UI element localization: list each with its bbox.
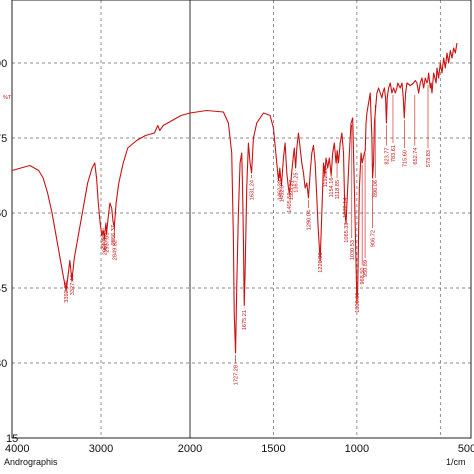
y-tick-label: 15 [6, 433, 18, 445]
x-tick-labels: 4000 3000 2000 1500 1000 500 [5, 443, 474, 455]
peak-label: 823.77 [384, 148, 390, 165]
peak-label: 1072.14 [343, 198, 349, 218]
x-tick-label: 500 [458, 443, 474, 455]
y-tick-label: 45 [0, 283, 7, 295]
peak-label: 3392.67 [64, 283, 70, 303]
grid-lines [12, 0, 471, 438]
x-tick-label: 1000 [345, 443, 369, 455]
peak-label: 906.72 [370, 230, 376, 247]
peak-label: 1675.21 [242, 310, 248, 330]
y-axis-label: %T [3, 95, 12, 101]
plot-frame [11, 0, 472, 439]
peak-label: 1452.8 [279, 185, 285, 202]
spectrum-line [11, 42, 458, 354]
y-tick-label: 75 [0, 133, 7, 145]
x-tick-label: 1500 [261, 443, 285, 455]
peak-label: 950.89 [363, 260, 369, 277]
x-tick-label: 3000 [89, 443, 113, 455]
peak-label: 1727.28 [234, 365, 240, 385]
peak-label: 1290.04 [307, 210, 313, 230]
peak-label: 1154.16 [329, 178, 335, 198]
peak-label: 1367.25 [294, 173, 300, 193]
peak-label: 1631.24 [250, 180, 256, 200]
peak-label: 890.06 [373, 180, 379, 197]
peak-label: 2962.85 [102, 235, 108, 255]
peak-label: 1220.96 [318, 253, 324, 273]
sample-caption: Andrographis [4, 457, 58, 467]
peak-label: 1405.59 [287, 193, 293, 213]
y-tick-label: 60 [0, 208, 7, 220]
peak-label: 573.83 [426, 150, 432, 167]
peak-label: 968.50 [360, 268, 366, 285]
peak-label: 1118.85 [335, 180, 341, 199]
plot-border [11, 0, 472, 439]
y-tick-labels: 90 75 60 45 30 15 [0, 58, 18, 445]
peak-label: 1462.39 [278, 180, 284, 200]
peak-label: 1192.20 [323, 168, 329, 188]
peak-label: 652.74 [413, 148, 419, 165]
peak-label: 2866.37 [111, 225, 117, 245]
y-tick-label: 90 [0, 58, 7, 70]
peak-label: 1000.00 [355, 293, 361, 313]
peak-label: 783.61 [391, 145, 397, 162]
peak-label: 1395.27 [289, 180, 295, 200]
x-axis-unit-label: 1/cm [446, 457, 466, 467]
x-tick-label: 2000 [178, 443, 202, 455]
peak-label: 715.60 [402, 150, 408, 167]
peak-label: 2849.82 [112, 240, 118, 260]
peak-label: 2937.03 [105, 233, 111, 253]
peak-label: 1030.53 [350, 240, 356, 260]
x-tick-label: 4000 [5, 443, 29, 455]
y-tick-label: 30 [0, 358, 7, 370]
series-group [11, 42, 458, 354]
peak-label: 1065.33 [344, 223, 350, 243]
peak-label: 3327.44 [70, 275, 76, 295]
peak-annotations: 3392.673327.442976.112962.852937.032866.… [64, 85, 432, 385]
